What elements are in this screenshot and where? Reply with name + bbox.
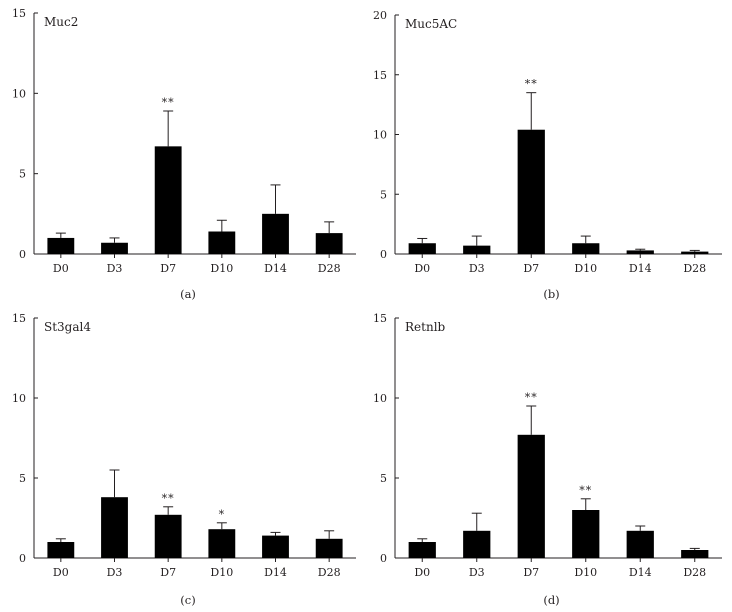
x-tick-label: D14 [264, 262, 287, 275]
y-tick-label: 10 [12, 87, 26, 100]
bar [681, 251, 709, 254]
bar [626, 250, 654, 254]
bar [262, 213, 289, 254]
bar [208, 529, 236, 558]
significance-marker: ** [162, 96, 175, 109]
bar [101, 497, 128, 558]
chart-panel: 0 5 10 15 Retnlb D0 D3 ** D7 ** D10 D14 D28 (d) [373, 312, 722, 607]
y-tick-label: 0 [380, 248, 387, 261]
panel-title: St3gal4 [44, 320, 91, 334]
x-tick-label: D3 [469, 566, 485, 579]
x-tick-label: D10 [574, 262, 597, 275]
x-tick-label: D14 [629, 566, 652, 579]
y-tick-label: 0 [380, 552, 387, 565]
bar [681, 550, 709, 558]
chart-panel: 0 5 10 15 St3gal4 D0 D3 ** D7 * D10 D14 D28 (c) [12, 312, 356, 607]
bar [47, 542, 75, 558]
panel-caption: (c) [180, 593, 195, 607]
y-tick-label: 0 [19, 248, 26, 261]
bar [572, 510, 600, 558]
significance-marker: * [219, 508, 226, 521]
panel-caption: (b) [543, 287, 559, 301]
x-tick-label: D28 [318, 566, 341, 579]
x-tick-label: D3 [107, 262, 123, 275]
panel-title: Retnlb [405, 320, 446, 334]
significance-marker: ** [162, 492, 175, 505]
y-tick-label: 15 [373, 69, 387, 82]
y-tick-label: 5 [19, 472, 26, 485]
x-tick-label: D0 [414, 566, 430, 579]
y-tick-label: 0 [19, 552, 26, 565]
panel-caption: (d) [543, 593, 559, 607]
x-tick-label: D0 [53, 566, 69, 579]
bar [208, 231, 236, 254]
x-tick-label: D7 [523, 262, 539, 275]
y-tick-label: 5 [380, 472, 387, 485]
bar [408, 243, 436, 254]
significance-marker: ** [525, 78, 538, 91]
bar [626, 530, 654, 558]
bar [154, 146, 182, 254]
bar [517, 129, 545, 254]
bar [101, 242, 128, 254]
y-tick-label: 5 [19, 168, 26, 181]
x-tick-label: D28 [318, 262, 341, 275]
bar [463, 245, 491, 254]
x-tick-label: D7 [160, 566, 176, 579]
x-tick-label: D10 [210, 262, 233, 275]
x-tick-label: D0 [414, 262, 430, 275]
chart-panel: 0 5 10 15 Muc2 D0 D3 ** D7 D10 D14 D28 (a) [12, 7, 356, 301]
x-tick-label: D10 [210, 566, 233, 579]
bar [47, 237, 75, 254]
x-tick-label: D28 [683, 262, 706, 275]
significance-marker: ** [579, 484, 592, 497]
x-tick-label: D14 [264, 566, 287, 579]
bar [517, 434, 545, 558]
y-tick-label: 10 [12, 392, 26, 405]
bar [408, 542, 436, 558]
panel-title: Muc2 [44, 15, 78, 29]
x-tick-label: D3 [469, 262, 485, 275]
y-tick-label: 10 [373, 129, 387, 142]
bar [572, 243, 600, 254]
bar [315, 233, 343, 254]
chart-panel: 0 5 10 15 20 Muc5AC D0 D3 ** D7 D10 D14 D28 (b) [373, 9, 722, 301]
y-tick-label: 5 [380, 188, 387, 201]
y-tick-label: 10 [373, 392, 387, 405]
y-tick-label: 15 [12, 7, 26, 20]
bar [154, 514, 182, 558]
x-tick-label: D7 [523, 566, 539, 579]
panel-caption: (a) [180, 287, 196, 301]
x-tick-label: D10 [574, 566, 597, 579]
y-tick-label: 20 [373, 9, 387, 22]
x-tick-label: D0 [53, 262, 69, 275]
y-tick-label: 15 [12, 312, 26, 325]
x-tick-label: D3 [107, 566, 123, 579]
x-tick-label: D7 [160, 262, 176, 275]
bar [463, 530, 491, 558]
bar [262, 535, 289, 558]
significance-marker: ** [525, 391, 538, 404]
bar [315, 538, 343, 558]
y-tick-label: 15 [373, 312, 387, 325]
x-tick-label: D14 [629, 262, 652, 275]
panel-title: Muc5AC [405, 17, 457, 31]
x-tick-label: D28 [683, 566, 706, 579]
